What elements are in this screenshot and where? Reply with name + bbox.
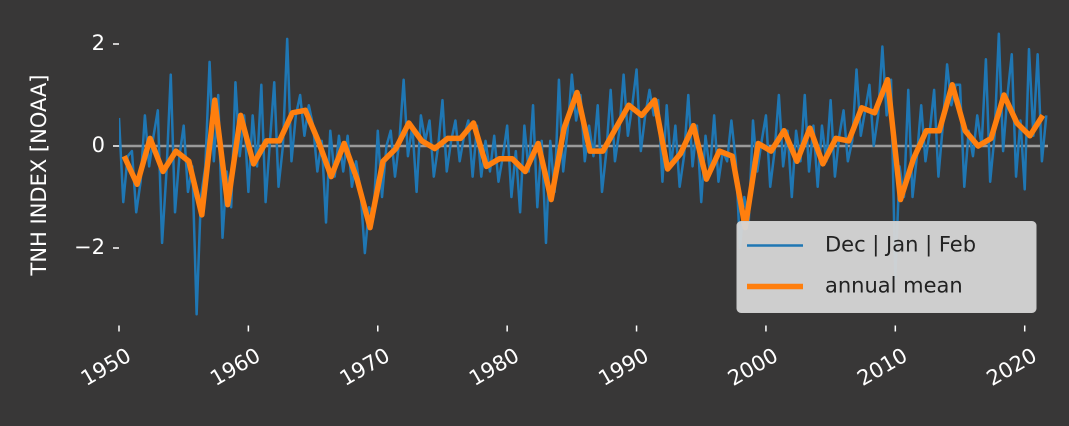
x-tick-label: 1960 xyxy=(206,343,264,391)
legend-label: annual mean xyxy=(825,274,963,298)
y-axis-label: TNH INDEX [NOAA] xyxy=(27,75,51,277)
x-tick-label: 2000 xyxy=(724,343,782,391)
y-tick-label: −2 xyxy=(74,235,105,259)
x-tick-label: 1970 xyxy=(336,343,394,391)
x-tick-label: 1950 xyxy=(77,343,135,391)
legend-box xyxy=(736,221,1037,313)
y-tick-label: 2 xyxy=(92,31,105,55)
x-tick-label: 1980 xyxy=(465,343,523,391)
series-line xyxy=(121,76,1046,231)
legend-label: Dec | Jan | Feb xyxy=(825,233,976,258)
x-tick-label: 2010 xyxy=(853,343,911,391)
x-tick-label: 2020 xyxy=(983,343,1041,391)
y-tick-label: 0 xyxy=(92,133,105,157)
x-tick-label: 1990 xyxy=(594,343,652,391)
